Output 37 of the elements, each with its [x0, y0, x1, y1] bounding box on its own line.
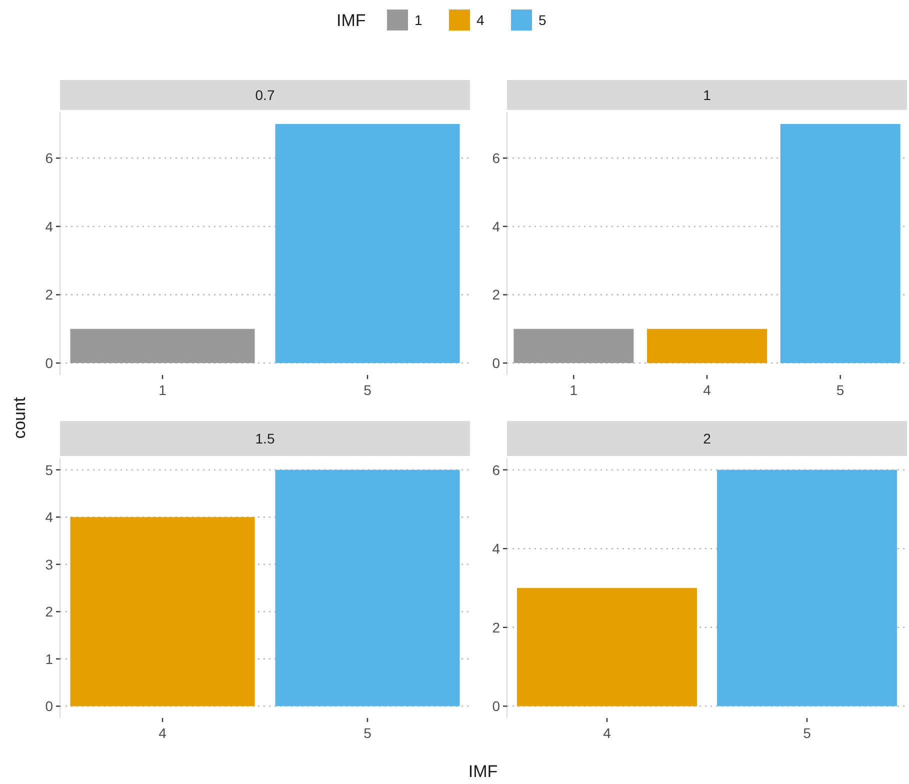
y-tick-label: 6: [492, 462, 500, 478]
x-tick-label: 4: [158, 725, 167, 741]
y-tick-label: 3: [45, 556, 54, 572]
y-tick-label: 4: [492, 218, 500, 234]
x-tick-label: 5: [364, 725, 372, 741]
x-axis-title: IMF: [468, 762, 498, 781]
y-tick-label: 2: [45, 604, 54, 620]
y-tick-label: 2: [492, 619, 500, 636]
y-tick-label: 6: [492, 150, 500, 166]
chart-title: 1.5: [255, 430, 275, 446]
x-tick-label: 5: [836, 382, 844, 398]
y-tick-label: 6: [45, 150, 54, 166]
x-tick-label: 5: [803, 725, 812, 741]
x-tick-label: 4: [703, 382, 712, 398]
legend-label: 1: [414, 12, 422, 28]
x-tick-label: 5: [364, 382, 372, 398]
chart-title: 2: [703, 430, 712, 446]
y-tick-label: 4: [45, 218, 54, 234]
y-tick-label: 5: [45, 462, 54, 478]
y-tick-label: 0: [45, 698, 54, 714]
chart-title: 0.7: [255, 87, 275, 103]
y-tick-label: 0: [45, 355, 54, 372]
legend-label: 5: [538, 12, 546, 28]
y-axis-title: count: [10, 396, 29, 439]
chart-title: 1: [703, 87, 712, 103]
legend-title: IMF: [336, 11, 366, 30]
y-tick-label: 4: [492, 540, 500, 557]
x-tick-label: 1: [158, 382, 167, 398]
y-tick-label: 2: [45, 286, 54, 303]
y-tick-label: 0: [492, 698, 500, 714]
y-tick-label: 0: [492, 355, 500, 372]
x-tick-label: 4: [603, 725, 612, 741]
y-tick-label: 2: [492, 286, 500, 303]
y-tick-label: 4: [45, 509, 54, 526]
x-tick-label: 1: [570, 382, 578, 398]
y-tick-label: 1: [45, 650, 54, 667]
legend-label: 4: [476, 12, 484, 28]
